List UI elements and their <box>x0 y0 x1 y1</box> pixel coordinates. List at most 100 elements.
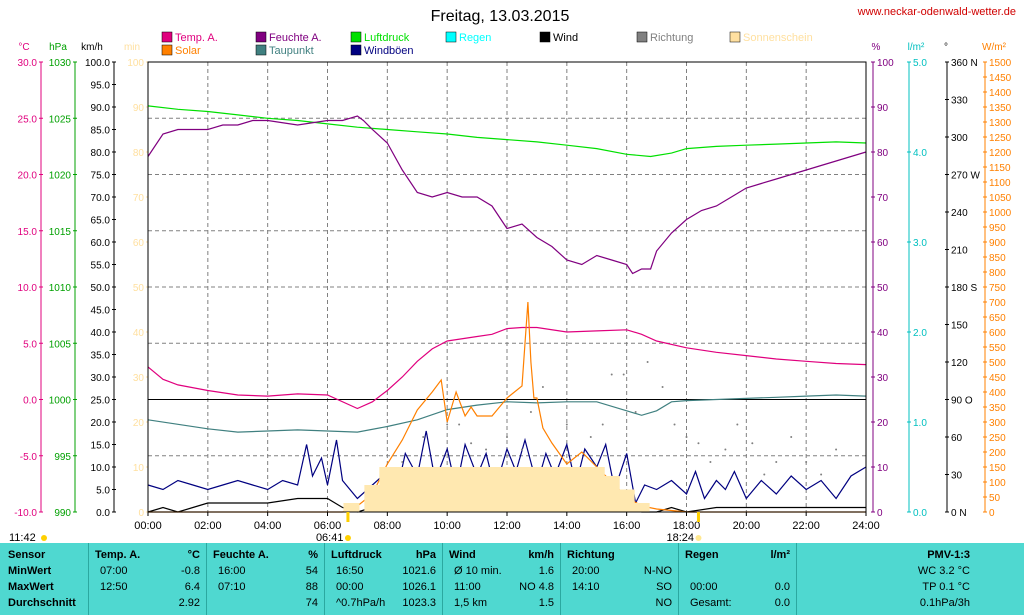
x-tick-label: 16:00 <box>613 520 641 532</box>
axis-tick-temp: 0.0 <box>23 396 37 407</box>
legend-label: Windböen <box>364 45 414 57</box>
direction-point <box>470 442 473 445</box>
sun-icon <box>695 535 702 541</box>
legend-label: Taupunkt <box>269 45 314 57</box>
sunshine-bar <box>409 467 426 512</box>
axis-unit-wind: km/h <box>81 42 103 53</box>
axis-tick-sunshine: 90 <box>133 103 145 114</box>
legend-swatch <box>729 31 741 43</box>
axis-tick-sunshine: 30 <box>133 373 145 384</box>
sunshine-bar <box>633 503 650 512</box>
axis-tick-solar: 1350 <box>989 103 1012 114</box>
axis-tick-solar: 900 <box>989 238 1006 249</box>
axis-tick-sunshine: 50 <box>133 283 145 294</box>
axis-tick-wind: 25.0 <box>91 396 111 407</box>
sunshine-bar <box>394 467 411 512</box>
axis-tick-sunshine: 0 <box>138 508 144 519</box>
x-tick-label: 20:00 <box>733 520 761 532</box>
table-divider <box>560 543 561 615</box>
moonrise-label: 11:42 <box>9 532 36 543</box>
axis-tick-wind: 0.0 <box>96 508 110 519</box>
direction-point <box>661 386 664 388</box>
humidity-value: 54 <box>305 565 318 577</box>
legend-swatch <box>255 44 267 56</box>
sunshine-bar <box>573 467 590 512</box>
sunshine-bar <box>469 467 486 512</box>
direction-value: SO <box>656 581 672 593</box>
axis-tick-solar: 650 <box>989 313 1006 324</box>
x-tick-label: 14:00 <box>553 520 581 532</box>
axis-unit-temp: °C <box>18 42 29 53</box>
direction-point <box>709 461 712 463</box>
axis-tick-solar: 550 <box>989 343 1006 354</box>
humidity-time: 07:10 <box>218 581 246 593</box>
axis-tick-rain: 0.0 <box>913 508 927 519</box>
series-line-luftdruck <box>147 105 867 158</box>
axis-unit-humidity: % <box>872 42 881 53</box>
axis-tick-wind: 55.0 <box>91 261 111 272</box>
axis-tick-temp: 5.0 <box>23 339 37 350</box>
x-tick-label: 12:00 <box>493 520 521 532</box>
axis-tick-temp: 25.0 <box>18 114 38 125</box>
wind-value: 1.5 <box>538 597 554 609</box>
header-wind: Wind <box>449 549 476 561</box>
table-divider <box>88 543 89 615</box>
axis-tick-solar: 450 <box>989 373 1006 384</box>
legend-swatch <box>539 31 551 43</box>
axis-tick-humidity: 100 <box>877 58 894 69</box>
axis-tick-temp: -10.0 <box>14 508 37 519</box>
header-humidity: Feuchte A. <box>213 549 269 561</box>
direction-point <box>697 442 700 445</box>
sunshine-bar <box>543 467 560 512</box>
sunshine-bar <box>424 467 441 512</box>
axis-tick-humidity: 80 <box>877 148 889 159</box>
direction-point <box>601 423 604 426</box>
legend-swatch <box>445 31 457 43</box>
axis-tick-humidity: 50 <box>877 283 889 294</box>
axis-tick-direction: 30 <box>951 471 963 482</box>
axis-tick-temp: 10.0 <box>18 283 38 294</box>
direction-point <box>790 436 793 438</box>
axis-tick-wind: 75.0 <box>91 171 111 182</box>
direction-point <box>541 386 544 388</box>
axis-tick-sunshine: 10 <box>133 463 145 474</box>
direction-value: N-NO <box>643 565 672 577</box>
legend: Temp. A. Feuchte A. Luftdruck Regen Wind Rich… <box>161 31 813 57</box>
header-rain: Regen <box>685 549 719 561</box>
grid <box>148 62 866 512</box>
axis-tick-pressure: 1015 <box>49 227 72 238</box>
sunshine-bar <box>454 467 471 512</box>
header-pressure: Luftdruck <box>331 549 382 561</box>
pressure-value: 1021.6 <box>402 565 436 577</box>
wind-value: 1.6 <box>538 565 554 577</box>
axis-tick-wind: 95.0 <box>91 81 111 92</box>
weather-chart: Freitag, 13.03.2015 www.neckar-odenwald-… <box>9 6 1016 543</box>
direction-point <box>446 423 449 426</box>
sunshine-bar <box>558 467 575 512</box>
x-tick-label: 04:00 <box>254 520 282 532</box>
axis-tick-solar: 1000 <box>989 208 1012 219</box>
series-line-feuchtea <box>147 115 867 275</box>
axis-tick-humidity: 30 <box>877 373 889 384</box>
website-label[interactable]: www.neckar-odenwald-wetter.de <box>857 6 1016 18</box>
pressure-time: 16:50 <box>336 565 364 577</box>
table-divider <box>796 543 797 615</box>
axis-tick-humidity: 0 <box>877 508 883 519</box>
axis-unit-direction: ° <box>944 42 948 53</box>
temp-value: 6.4 <box>184 581 200 593</box>
sunshine-bar <box>603 476 620 512</box>
legend-label: Feuchte A. <box>269 32 322 44</box>
legend-label: Regen <box>459 32 491 44</box>
legend-label: Sonnenschein <box>743 32 813 44</box>
axis-tick-rain: 5.0 <box>913 58 927 69</box>
series-line-taupunkt <box>147 394 867 433</box>
header-sensor: Sensor <box>8 549 46 561</box>
axis-tick-direction: 240 <box>951 208 968 219</box>
axis-tick-direction: 0 N <box>951 508 967 519</box>
statistics-table: Sensor Temp. A. °C Feuchte A. % Luftdruc… <box>0 543 1024 615</box>
pressure-time: ^0.7hPa/h <box>336 597 386 609</box>
pressure-value: 1026.1 <box>402 581 436 593</box>
axis-tick-rain: 2.0 <box>913 328 927 339</box>
header-pressure-unit: hPa <box>415 549 436 561</box>
humidity-value: 88 <box>305 581 318 593</box>
